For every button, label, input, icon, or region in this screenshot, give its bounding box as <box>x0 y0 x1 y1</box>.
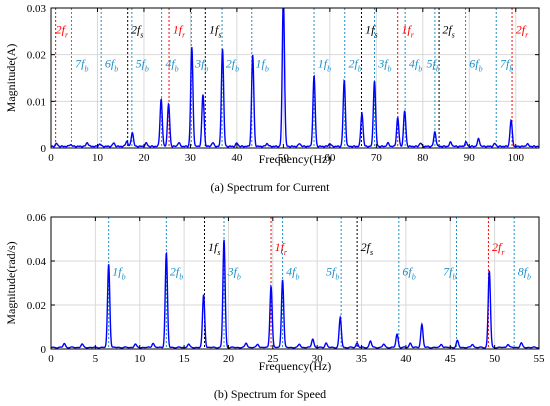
y-tick-label: 0.02 <box>27 50 46 62</box>
harmonic-label: 5fb <box>427 56 440 73</box>
harmonic-label: 1fs <box>365 23 377 40</box>
harmonic-label: 6fb <box>469 56 482 73</box>
y-tick-label: 0.03 <box>27 3 47 15</box>
x-tick-label: 30 <box>312 353 324 365</box>
harmonic-label: 3fb <box>194 56 208 73</box>
harmonic-label: 4fb <box>286 264 299 281</box>
harmonic-label: 2fr <box>516 23 529 40</box>
x-tick-label: 90 <box>464 152 476 164</box>
x-tick-label: 70 <box>371 152 383 164</box>
x-tick-label: 10 <box>92 152 104 164</box>
x-tick-label: 20 <box>138 152 150 164</box>
harmonic-label: 2fb <box>170 264 183 281</box>
x-tick-label: 25 <box>267 353 279 365</box>
harmonic-label: 1fs <box>209 23 221 40</box>
harmonic-label: 4fb <box>165 56 178 73</box>
x-tick-label: 15 <box>179 353 191 365</box>
y-tick-label: 0 <box>41 143 47 155</box>
x-tick-label: 80 <box>417 152 429 164</box>
harmonic-label: 6fb <box>402 264 415 281</box>
x-tick-label: 5 <box>93 353 99 365</box>
harmonic-label: 1fs <box>208 240 220 257</box>
harmonic-label: 1fr <box>275 240 288 257</box>
harmonic-label: 5fb <box>326 264 339 281</box>
harmonic-label: 1fb <box>112 264 125 281</box>
plot-frame <box>50 216 540 350</box>
harmonic-label: 5fb <box>136 56 149 73</box>
harmonic-label: 2fs <box>131 23 143 40</box>
panel-caption: (a) Spectrum for Current <box>211 180 331 194</box>
x-tick-label: 55 <box>534 353 546 365</box>
x-tick-label: 35 <box>356 353 368 365</box>
y-tick-label: 0.06 <box>27 212 47 224</box>
x-tick-label: 50 <box>489 353 501 365</box>
y-tick-label: 0.01 <box>27 96 46 108</box>
harmonic-label: 4fb <box>409 56 422 73</box>
plot-frame <box>50 7 540 149</box>
x-tick-label: 0 <box>48 152 54 164</box>
x-tick-label: 30 <box>185 152 197 164</box>
harmonic-label: 6fb <box>105 56 118 73</box>
harmonic-label: 1fr <box>401 23 414 40</box>
x-tick-label: 0 <box>48 353 54 365</box>
x-tick-label: 10 <box>134 353 146 365</box>
panel-caption: (b) Spectrum for Speed <box>214 387 326 401</box>
harmonic-label: 8fb <box>518 264 531 281</box>
harmonic-label: 2fs <box>442 23 454 40</box>
x-tick-label: 50 <box>278 152 290 164</box>
x-axis-label: Frequency(Hz) <box>259 359 332 373</box>
spectrum-line <box>51 239 539 349</box>
harmonic-label: 2fb <box>348 56 361 73</box>
harmonic-label: 1fb <box>318 56 331 73</box>
harmonic-label: 2fr <box>56 23 69 40</box>
y-tick-label: 0 <box>41 344 47 356</box>
harmonic-label: 2fs <box>361 240 373 257</box>
y-axis-label: Magnitude(rad/s) <box>4 241 18 324</box>
harmonic-label: 1fb <box>255 56 268 73</box>
harmonic-label: 7fb <box>500 56 513 73</box>
x-tick-label: 60 <box>324 152 336 164</box>
y-tick-label: 0.02 <box>27 300 46 312</box>
harmonic-label: 3fb <box>377 56 391 73</box>
x-tick-label: 100 <box>508 152 525 164</box>
y-tick-label: 0.04 <box>27 256 47 268</box>
x-tick-label: 45 <box>445 353 457 365</box>
harmonic-label: 2fr <box>492 240 505 257</box>
x-tick-label: 20 <box>223 353 235 365</box>
harmonic-label: 7fb <box>75 56 88 73</box>
x-axis-label: Frequency(Hz) <box>259 152 332 166</box>
x-tick-label: 40 <box>231 152 243 164</box>
harmonic-label: 1fr <box>173 23 186 40</box>
spectrum-line <box>51 8 539 148</box>
x-tick-label: 40 <box>400 353 412 365</box>
y-axis-label: Magnitude(A) <box>4 44 18 113</box>
